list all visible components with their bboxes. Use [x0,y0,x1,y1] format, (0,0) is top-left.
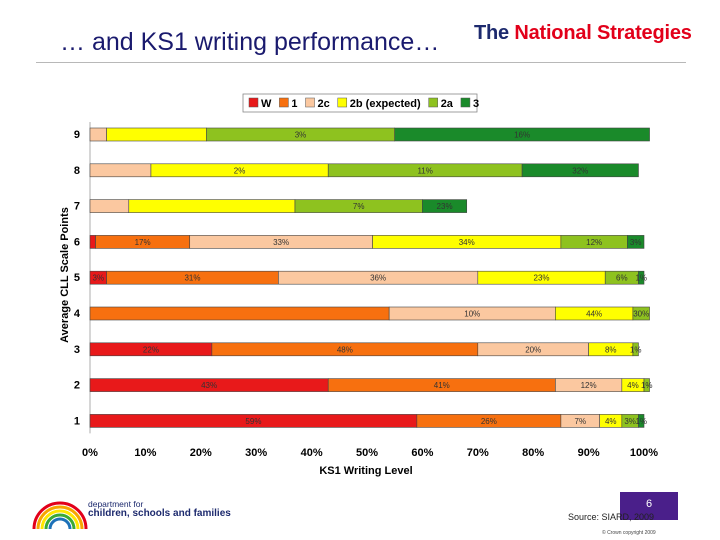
x-tick-3: 30% [245,447,267,459]
data-label-1-5: 1% [635,417,647,426]
legend-label-0: W [261,98,272,110]
x-tick-6: 60% [411,447,433,459]
data-label-2-4: 1% [641,381,653,390]
data-label-2-3: 4% [627,381,639,390]
data-label-2-1: 41% [434,381,450,390]
category-label-7: 7 [74,201,80,213]
national-strategies-logo: The National Strategies [474,22,692,44]
bar-segment-6-3 [627,235,645,249]
data-label-5-3: 23% [534,274,550,283]
data-label-6-5: 3% [630,238,642,247]
x-tick-8: 80% [522,447,544,459]
x-tick-9: 90% [578,447,600,459]
data-label-5-1: 31% [184,274,200,283]
data-label-5-4: 6% [616,274,628,283]
data-label-3-4: 1% [630,345,642,354]
data-label-1-2: 7% [575,417,587,426]
data-label-1-0: 59% [245,417,261,426]
bar-segment-4-1 [89,306,390,321]
legend-swatch-3 [337,97,348,108]
data-label-5-0: 3% [93,274,105,283]
data-label-3-1: 48% [337,345,353,354]
page-number-badge: 6 [620,492,678,520]
x-tick-5: 50% [356,447,378,459]
bar-segment-1-3 [638,414,645,428]
category-label-8: 8 [74,165,80,177]
data-label-4-2: 10% [464,310,480,319]
x-tick-1: 10% [134,447,156,459]
data-label-8-4: 11% [417,166,432,175]
x-tick-0: 0% [82,447,98,459]
bar-segment-7-2c [89,199,130,213]
bar-segment-2-2a [643,378,650,392]
data-label-1-3: 4% [605,417,617,426]
data-label-9-4: 3% [295,131,307,140]
category-label-9: 9 [74,129,80,141]
data-label-5-5: 1% [635,274,647,283]
legend-swatch-4 [428,97,438,108]
data-label-8-5: 32% [572,166,588,175]
slide-title: … and KS1 writing performance… [60,28,440,56]
legend-box [242,93,478,113]
data-label-2-2: 12% [581,381,597,390]
x-tick-7: 70% [467,447,489,459]
y-axis-title: Average CLL Scale Points [59,207,71,343]
bar-segment-9-3 [394,127,650,142]
data-label-6-4: 12% [586,238,602,247]
data-label-9-5: 16% [514,131,530,140]
legend-swatch-1 [279,97,289,108]
category-label-4: 4 [74,308,81,320]
x-tick-10: 100% [630,447,658,459]
category-label-3: 3 [74,344,80,356]
bar-segment-9-2bexpected [106,127,207,142]
x-tick-4: 40% [301,447,323,459]
dept-name: department for children, schools and fam… [88,499,231,519]
category-label-1: 1 [74,415,80,427]
legend-swatch-2 [305,97,315,108]
data-label-6-3: 34% [459,238,475,247]
bar-segment-6-W [89,235,96,249]
bar-segment-7-3 [422,199,468,213]
bar-segment-3-2a [632,342,639,357]
bar-segment-8-3 [521,163,639,178]
data-label-3-2: 20% [525,345,541,354]
data-label-7-5: 23% [437,202,453,211]
bar-segment-5-3 [638,270,645,285]
legend-swatch-5 [460,97,471,108]
x-axis-title: KS1 Writing Level [319,465,412,477]
bar-segment-9-2c [89,127,107,142]
copyright-note: © Crown copyright 2009 [602,530,656,536]
x-tick-2: 20% [190,447,212,459]
legend-label-2: 2c [318,98,330,110]
data-label-6-2: 33% [273,238,289,247]
category-label-5: 5 [74,272,80,284]
category-label-6: 6 [74,236,80,248]
title-divider [36,62,686,63]
legend-label-3: 2b (expected) [350,98,421,110]
data-label-4-3: 44% [586,310,602,319]
bar-segment-8-2c [89,163,152,178]
source-note: Source: SIARD, 2009 [568,512,655,522]
rainbow-logo-icon [32,501,88,530]
data-label-1-1: 26% [481,417,497,426]
legend-label-1: 1 [291,98,297,110]
data-label-3-0: 22% [143,345,159,354]
data-label-3-3: 8% [605,345,617,354]
data-label-1-4: 3% [624,417,636,426]
data-label-4-4: 30% [633,310,649,319]
data-label-5-2: 36% [370,274,386,283]
legend-swatch-0 [248,97,259,108]
category-label-2: 2 [74,380,80,392]
bar-segment-7-2bexpected [128,199,296,213]
legend-label-5: 3 [473,98,479,110]
legend-label-4: 2a [441,98,454,110]
bar-segment-4-2a [632,306,650,321]
data-label-8-3: 2% [234,166,246,175]
data-label-6-1: 17% [135,238,151,247]
data-label-7-4: 7% [353,202,365,211]
data-label-2-0: 43% [201,381,217,390]
